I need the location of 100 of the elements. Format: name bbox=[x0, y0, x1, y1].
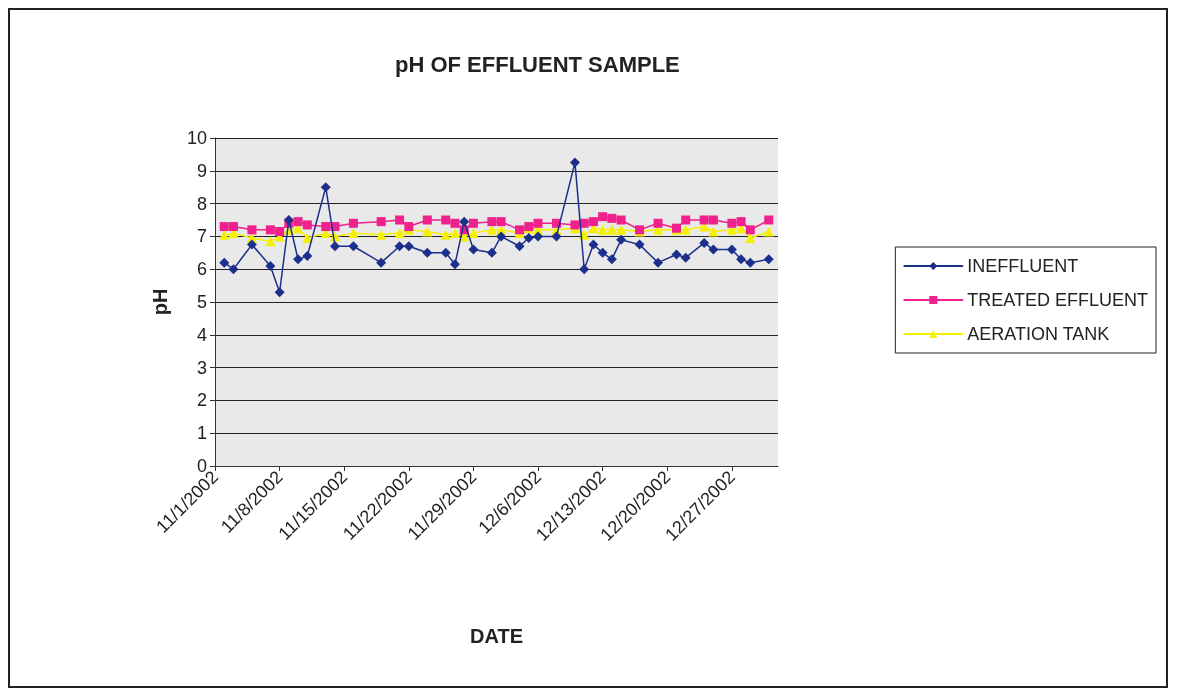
point bbox=[265, 225, 275, 235]
point bbox=[533, 231, 544, 242]
legend-label: TREATED EFFLUENT bbox=[967, 290, 1149, 310]
point bbox=[726, 244, 737, 255]
point bbox=[275, 226, 285, 236]
legend-label: AERATION TANK bbox=[967, 324, 1110, 344]
y-tick-label: 2 bbox=[196, 390, 207, 411]
point bbox=[588, 239, 599, 250]
point bbox=[440, 229, 451, 240]
point bbox=[597, 224, 608, 235]
y-tick-label: 10 bbox=[186, 128, 207, 148]
point bbox=[422, 226, 433, 237]
point bbox=[569, 157, 580, 168]
y-tick-label: 4 bbox=[196, 324, 207, 345]
point bbox=[348, 228, 359, 239]
point bbox=[348, 218, 358, 228]
point bbox=[376, 257, 387, 268]
point bbox=[496, 231, 507, 242]
point bbox=[321, 222, 331, 232]
point bbox=[395, 215, 405, 225]
point bbox=[736, 254, 747, 265]
y-tick-label: 7 bbox=[196, 226, 207, 247]
point bbox=[763, 254, 774, 265]
y-tick-label: 6 bbox=[196, 259, 207, 280]
point bbox=[533, 218, 543, 228]
point bbox=[468, 228, 479, 239]
point bbox=[708, 226, 719, 237]
point bbox=[219, 222, 229, 232]
point bbox=[745, 233, 756, 244]
point bbox=[403, 241, 414, 252]
point bbox=[246, 239, 257, 250]
point bbox=[680, 224, 691, 235]
point bbox=[228, 222, 238, 232]
point bbox=[394, 228, 405, 239]
point bbox=[616, 215, 626, 225]
point bbox=[265, 236, 276, 247]
point bbox=[745, 225, 755, 235]
point bbox=[588, 217, 598, 227]
point bbox=[422, 215, 432, 225]
y-tick-label: 3 bbox=[196, 357, 207, 378]
point bbox=[607, 213, 617, 223]
point bbox=[708, 244, 719, 255]
y-tick-label: 9 bbox=[196, 160, 207, 181]
point bbox=[459, 216, 470, 227]
point bbox=[514, 241, 525, 252]
point bbox=[579, 264, 590, 275]
point bbox=[745, 257, 756, 268]
point bbox=[468, 218, 478, 228]
point bbox=[653, 257, 664, 268]
point bbox=[228, 264, 239, 275]
y-tick-label: 1 bbox=[196, 423, 207, 444]
point bbox=[376, 229, 387, 240]
point bbox=[247, 225, 257, 235]
point bbox=[763, 226, 774, 237]
point bbox=[598, 212, 608, 222]
point bbox=[523, 233, 534, 244]
point bbox=[376, 217, 386, 227]
point bbox=[441, 215, 451, 225]
point bbox=[671, 249, 682, 260]
point bbox=[468, 244, 479, 255]
point bbox=[302, 220, 312, 230]
point bbox=[570, 220, 580, 230]
point bbox=[302, 233, 313, 244]
y-axis-title: pH bbox=[149, 288, 171, 316]
point bbox=[422, 247, 433, 258]
point bbox=[302, 251, 313, 262]
legend-label: INEFFLUENT bbox=[967, 256, 1079, 276]
point bbox=[496, 217, 506, 227]
point bbox=[736, 217, 746, 227]
point bbox=[329, 241, 340, 252]
point bbox=[699, 237, 710, 248]
point bbox=[449, 259, 460, 270]
point bbox=[486, 247, 497, 258]
point bbox=[764, 215, 774, 225]
point bbox=[699, 215, 709, 225]
point bbox=[727, 218, 737, 228]
point bbox=[634, 239, 645, 250]
point bbox=[551, 231, 562, 242]
point bbox=[440, 247, 451, 258]
point bbox=[616, 224, 627, 235]
point bbox=[348, 241, 359, 252]
y-tick-label: 5 bbox=[196, 292, 207, 312]
point bbox=[653, 218, 663, 228]
point bbox=[293, 217, 303, 227]
x-axis-title: DATE bbox=[470, 625, 523, 647]
point bbox=[293, 254, 304, 265]
point bbox=[606, 224, 617, 235]
point bbox=[394, 241, 405, 252]
point bbox=[579, 229, 590, 240]
point bbox=[681, 215, 691, 225]
point bbox=[265, 260, 276, 271]
point bbox=[606, 254, 617, 265]
point bbox=[219, 257, 230, 268]
point bbox=[449, 228, 460, 239]
point bbox=[680, 252, 691, 263]
point bbox=[320, 182, 331, 193]
point bbox=[597, 247, 608, 258]
point bbox=[708, 215, 718, 225]
point bbox=[616, 234, 627, 245]
point bbox=[515, 225, 525, 235]
